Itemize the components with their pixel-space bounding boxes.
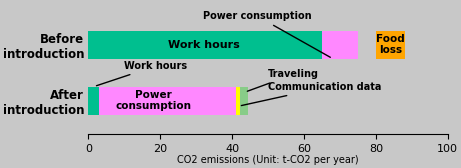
- Text: Work hours: Work hours: [167, 40, 239, 50]
- Text: Communication data: Communication data: [241, 82, 381, 106]
- Bar: [236, 87, 240, 115]
- Text: Traveling: Traveling: [248, 69, 319, 91]
- X-axis label: CO2 emissions (Unit: t-CO2 per year): CO2 emissions (Unit: t-CO2 per year): [177, 155, 359, 165]
- Bar: [89, 31, 322, 59]
- Bar: [376, 31, 405, 59]
- Text: Work hours: Work hours: [96, 61, 188, 86]
- Text: Power consumption: Power consumption: [203, 11, 331, 57]
- Bar: [99, 87, 236, 115]
- Bar: [322, 31, 358, 59]
- Text: Food
loss: Food loss: [376, 34, 405, 55]
- Bar: [89, 87, 99, 115]
- Bar: [239, 87, 248, 115]
- Text: Power
consumption: Power consumption: [115, 90, 191, 111]
